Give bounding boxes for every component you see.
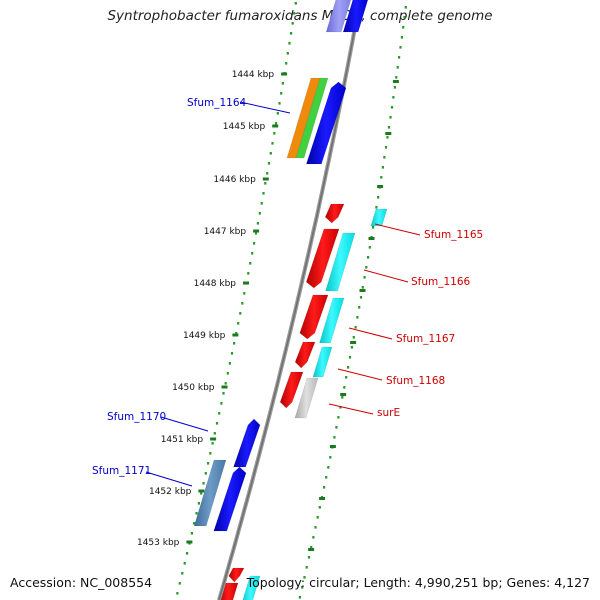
gene-arrow-sfum-1165[interactable] [324, 203, 345, 224]
ruler-tick-label: 1452 kbp [149, 487, 192, 497]
gene-block-green[interactable] [295, 77, 329, 159]
gene-arrow-sfum-1164[interactable] [305, 81, 347, 165]
gene-arrow-sfum-1171[interactable] [213, 466, 247, 532]
gene-block-gray[interactable] [294, 377, 319, 419]
gene-label-leader [374, 223, 421, 236]
gene-label[interactable]: surE [377, 407, 400, 419]
gene-arrow-sfum-1168[interactable] [294, 341, 316, 369]
accession-text: Accession: NC_008554 [10, 575, 153, 590]
gene-label[interactable]: Sfum_1170 [107, 411, 166, 423]
gene-label-leader [328, 403, 374, 415]
gene-label-leader [239, 101, 291, 114]
gene-arrow-sfum-1166[interactable] [305, 228, 340, 289]
gene-label[interactable]: Sfum_1171 [92, 465, 151, 477]
ruler-tick-label: 1444 kbp [232, 70, 275, 80]
gene-label[interactable]: Sfum_1165 [424, 229, 483, 241]
gene-arrow-sfum-1167[interactable] [299, 294, 329, 340]
gene-block-cyan-3[interactable] [319, 297, 345, 344]
ruler-layer: 1444 kbp 1445 kbp 1446 kbp 1447 kbp 1448 kbp… [137, 70, 399, 551]
ruler-tick-label: 1447 kbp [204, 227, 247, 237]
genes-layer [193, 0, 388, 600]
gene-labels-layer: Sfum_1164 Sfum_1165 Sfum_1166 Sfum_1167 Sfum… [92, 97, 483, 487]
gene-block-cyan-1[interactable] [370, 208, 388, 227]
gene-label[interactable]: Sfum_1168 [386, 375, 445, 387]
gene-block-cyan-4[interactable] [312, 346, 333, 378]
gene-arrow-sfum-1170[interactable] [233, 418, 261, 468]
gene-block-cyan-2[interactable] [325, 232, 356, 292]
ruler-tick-label: 1446 kbp [213, 175, 256, 185]
gene-block-lavender-top[interactable] [325, 0, 352, 33]
gene-block-blue-top[interactable] [342, 0, 369, 33]
ruler-tick-label: 1449 kbp [183, 331, 226, 341]
ruler-tick-label: 1450 kbp [172, 383, 215, 393]
gene-arrow-red-bottom-1[interactable] [228, 567, 245, 583]
ruler-tick-label: 1453 kbp [137, 538, 180, 548]
ruler-tick-label: 1448 kbp [194, 279, 237, 289]
gene-label-leader [160, 416, 209, 432]
gene-label-leader [348, 327, 393, 340]
topology-text: Topology: circular; Length: 4,990,251 bp… [246, 575, 590, 590]
gene-block-cyan-bottom[interactable] [241, 575, 261, 600]
ruler-tick-label: 1451 kbp [161, 435, 204, 445]
gene-label[interactable]: Sfum_1164 [187, 97, 247, 109]
gene-label-leader [363, 269, 409, 283]
ruler-tick-label: 1445 kbp [223, 122, 266, 132]
gene-label-leader [145, 471, 193, 487]
genome-title: Syntrophobacter fumaroxidans MPOB, compl… [107, 8, 493, 24]
gene-label-leader [337, 368, 383, 381]
gene-label[interactable]: Sfum_1166 [411, 276, 471, 288]
gene-arrow-sure[interactable] [279, 371, 304, 409]
gene-label[interactable]: Sfum_1167 [396, 333, 455, 345]
gene-block-steel-1171[interactable] [193, 459, 227, 527]
